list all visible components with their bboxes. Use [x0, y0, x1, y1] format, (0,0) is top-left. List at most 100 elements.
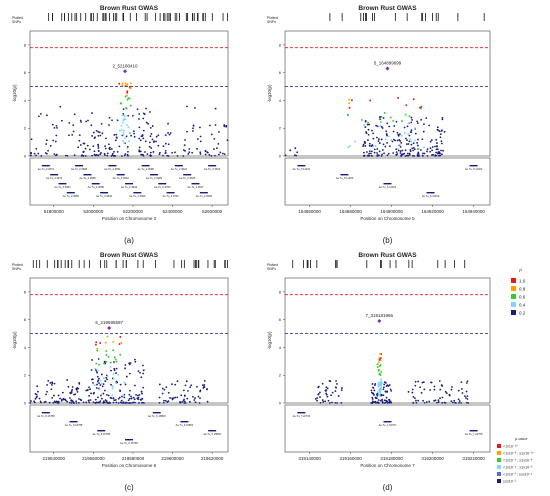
gene-bar — [58, 183, 67, 185]
snp-point — [186, 105, 188, 108]
snp-track-tick — [106, 260, 108, 268]
snp-point — [51, 381, 54, 384]
snp-point — [78, 402, 80, 404]
gene-label: Ae.Tu_6.15790 — [120, 441, 138, 445]
snp-point — [128, 372, 131, 375]
snp-point-ld — [121, 82, 124, 85]
snp-point — [48, 401, 51, 404]
snp-point — [426, 148, 429, 151]
snp-point — [378, 150, 381, 153]
snp-point — [137, 370, 140, 373]
snp-track-tick — [71, 260, 73, 268]
snp-point — [192, 395, 194, 398]
pvalue-swatch — [497, 451, 501, 455]
snp-point-ld — [96, 349, 99, 352]
snp-point — [371, 144, 374, 146]
snp-point — [317, 393, 320, 396]
snp-track-tick — [155, 13, 157, 21]
snp-point — [43, 401, 46, 404]
snp-point — [368, 144, 371, 147]
snp-track-tick — [341, 13, 343, 21]
snp-point — [93, 150, 96, 153]
snp-point — [101, 385, 104, 388]
snp-track-tick — [336, 260, 338, 268]
snp-point — [82, 401, 85, 404]
snp-point — [368, 152, 371, 155]
snp-point — [129, 402, 132, 404]
snp-point — [379, 399, 382, 402]
pvalue-legend-label: <1x10⁻⁴ ; ≥1x10⁻⁶ — [503, 466, 533, 470]
snp-point-ld — [376, 366, 379, 368]
snp-track-tick — [363, 13, 364, 21]
snp-point-ld — [392, 119, 395, 122]
snp-point — [165, 386, 168, 389]
x-axis-label: Position on Chromosome 6 — [102, 463, 157, 468]
snp-point — [102, 392, 105, 395]
lead-snp-point — [377, 319, 382, 324]
snp-point — [465, 382, 468, 384]
gene-label: Ae.Tu_7.22707 — [379, 423, 397, 427]
snp-point — [36, 385, 39, 388]
snp-point — [386, 390, 389, 393]
snp-point — [90, 392, 92, 395]
snp-point — [127, 402, 129, 404]
snp-track-tick — [109, 13, 110, 21]
snp-point — [386, 154, 389, 157]
snp-point — [420, 391, 423, 394]
snp-point — [142, 112, 145, 115]
snp-point — [162, 145, 165, 148]
x-tick-label: 164920000 — [421, 209, 444, 214]
gene-label: Ae.Tu_6.15788 — [65, 423, 83, 427]
snp-point — [92, 382, 94, 384]
snp-point — [321, 382, 324, 385]
snp-point — [388, 145, 391, 148]
snp-point-ld — [119, 353, 122, 356]
gene-bar — [97, 430, 106, 432]
snp-point-ld — [412, 98, 415, 101]
snp-point — [416, 144, 419, 147]
gene-bar — [100, 192, 109, 194]
snp-point-ld — [407, 132, 410, 135]
snp-point-ld — [120, 129, 123, 131]
snp-point-ld — [372, 145, 374, 148]
snp-point — [135, 393, 137, 396]
snp-point — [54, 401, 57, 404]
snp-track-tick — [422, 13, 423, 21]
x-tick-label: 319160000 — [339, 456, 362, 461]
snp-point-ld — [111, 394, 114, 397]
snp-point-ld — [367, 121, 370, 124]
snp-point — [112, 397, 115, 400]
snp-track-tick — [183, 260, 185, 268]
snp-point — [395, 148, 398, 151]
snp-point — [381, 394, 383, 397]
snp-point — [421, 155, 424, 157]
snp-point — [140, 399, 142, 401]
snp-point — [60, 398, 63, 401]
snp-point — [193, 399, 196, 401]
r2-swatch — [511, 278, 516, 283]
snp-point — [412, 146, 415, 149]
snp-track-tick — [307, 260, 309, 268]
snp-point — [142, 129, 145, 132]
snp-point-ld — [114, 382, 117, 384]
snp-point — [68, 401, 71, 404]
snp-point — [395, 120, 398, 123]
snp-point — [206, 400, 209, 403]
snp-point — [412, 401, 415, 404]
snp-point — [97, 358, 100, 360]
snp-track-tick — [163, 13, 165, 21]
snp-point — [95, 153, 98, 156]
snp-track-tick — [166, 13, 168, 21]
snp-point — [416, 141, 418, 144]
snp-point — [183, 398, 185, 401]
x-tick-label: 319200000 — [421, 456, 444, 461]
panel-label: (a) — [124, 236, 134, 245]
snp-point — [439, 133, 442, 136]
y-tick-label: 4 — [24, 98, 27, 103]
snp-point — [103, 401, 106, 404]
snp-point — [133, 398, 136, 401]
snp-point — [463, 395, 466, 398]
gene-bar — [125, 183, 133, 185]
gene-track: Ae.Tu_5.11010 Ae.Tu_5.11020 Ae.Tu_5.11021 A… — [293, 165, 483, 198]
snp-point — [316, 397, 319, 399]
